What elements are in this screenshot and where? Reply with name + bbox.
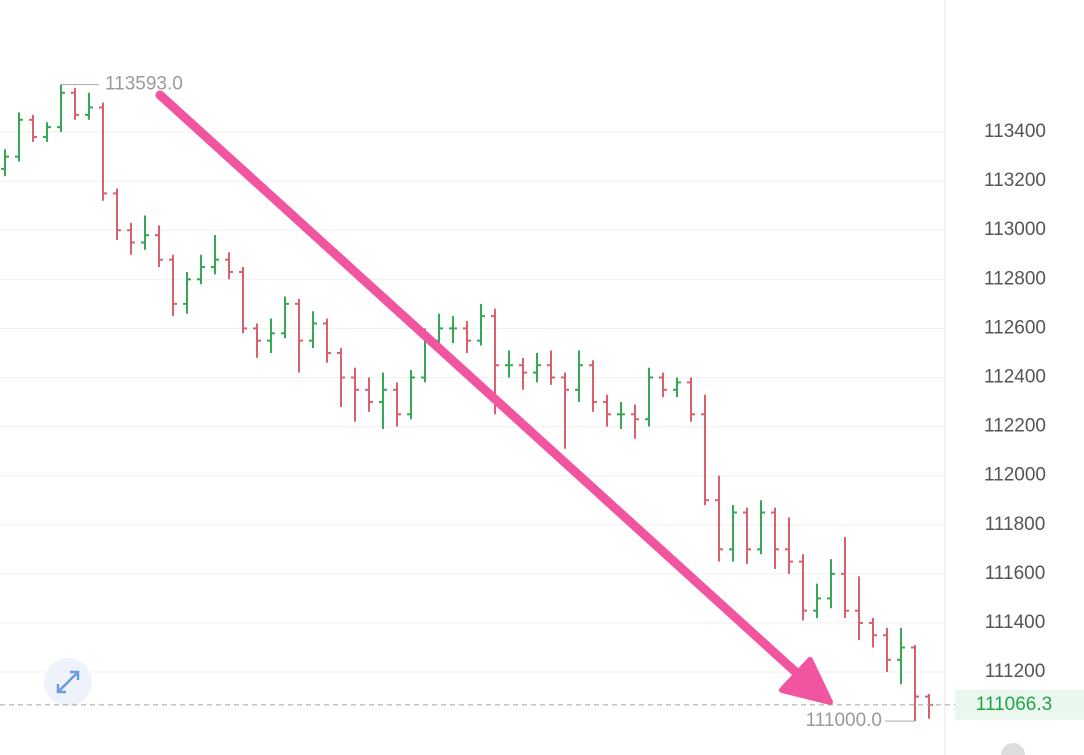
y-tick-label: 112600 [984,317,1046,338]
y-tick-label: 112800 [984,268,1046,289]
y-tick-label: 112000 [984,465,1046,486]
y-tick-label: 113200 [984,170,1046,191]
trend-arrow [155,90,833,705]
high-label: 113593.0 [105,74,183,95]
y-tick-label: 111400 [985,612,1046,633]
y-tick-label: 111800 [985,514,1046,535]
y-tick-label: 113000 [984,219,1046,240]
y-tick-label: 112400 [984,367,1046,388]
y-tick-label: 113400 [984,121,1046,142]
last-price-box [955,689,1084,720]
expand-button[interactable] [44,658,92,706]
y-tick-label: 111200 [985,661,1046,682]
last-price-label: 111066.3 [976,694,1052,715]
low-label: 111000.0 [806,710,882,731]
y-tick-label: 112200 [984,416,1046,437]
scroll-button[interactable] [1001,743,1025,755]
y-tick-label: 111600 [985,563,1046,584]
